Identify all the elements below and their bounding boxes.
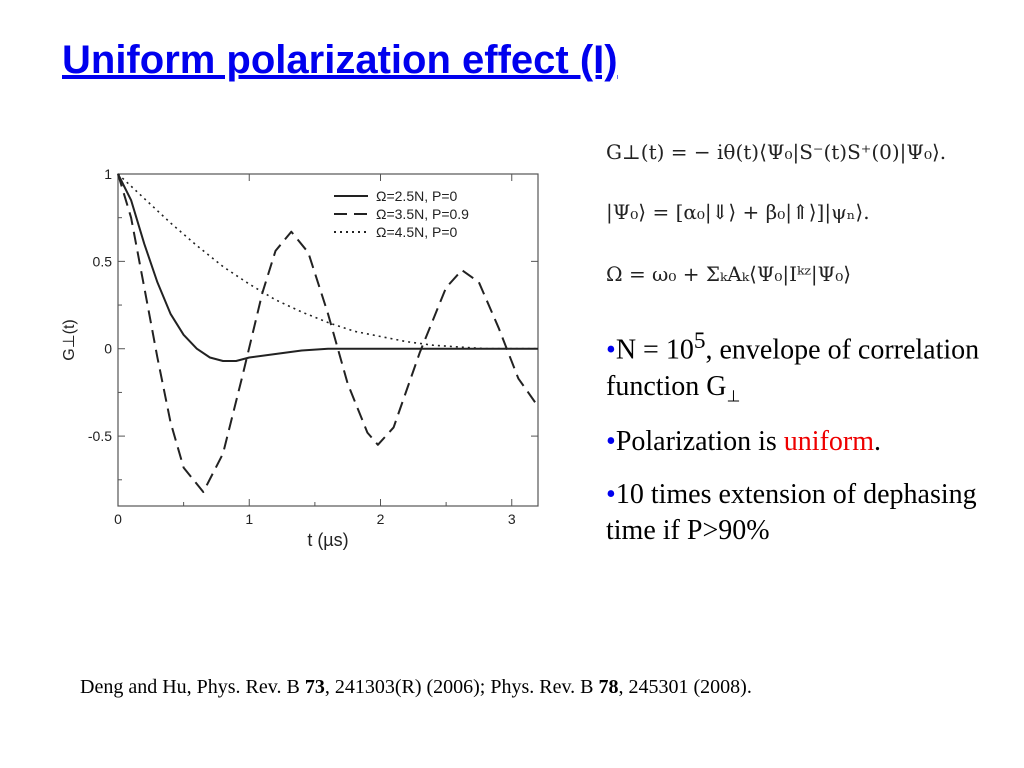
series-line (117, 173, 538, 362)
bullet-item: •Polarization is uniform. (606, 424, 1006, 460)
series-line (117, 173, 539, 493)
volume-number: 78 (598, 676, 619, 698)
x-tick-label: 2 (377, 511, 385, 527)
bullet-text: Polarization is (615, 426, 784, 458)
series-lines (117, 173, 539, 493)
bullet-dot: • (606, 426, 616, 458)
legend-label: Ω=2.5N, P=0 (376, 188, 458, 204)
legend-label: Ω=4.5N, P=0 (376, 224, 458, 240)
subscript: ⊥ (726, 388, 741, 406)
series-line (117, 173, 538, 350)
bullet-text: , envelope of correlation function G (606, 334, 980, 402)
superscript: 5 (693, 328, 706, 354)
y-axis-label: G⊥(t) (61, 319, 78, 360)
bullet-dot: • (606, 334, 616, 366)
equation-green-function: G⊥(t) = − iθ(t)⟨Ψ₀|S⁻(t)S⁺(0)|Ψ₀⟩. (606, 140, 947, 164)
x-tick-label: 0 (114, 511, 122, 527)
page-title: Uniform polarization effect (I) (62, 38, 618, 82)
bullet-item: •10 times extension of dephasing time if… (606, 477, 1006, 550)
y-tick-label: 0.5 (93, 253, 113, 269)
legend: Ω=2.5N, P=0 Ω=3.5N, P=0.9 Ω=4.5N, P=0 (334, 188, 469, 240)
equation-initial-state: |Ψ₀⟩ = [α₀|⇓⟩ + β₀|⇑⟩]|ψₙ⟩. (606, 200, 870, 224)
equation-omega: Ω = ω₀ + ΣₖAₖ⟨Ψ₀|Iᵏᶻ|Ψ₀⟩ (606, 262, 852, 286)
x-tick-label: 1 (245, 511, 253, 527)
g-perp-chart: 0 1 2 310.50-0.5 Ω=2.5N, P=0Ω=3.5N, P=0.9Ω=… (61, 166, 539, 550)
bullet-text: . (874, 426, 882, 458)
bullet-text: 10 times extension of dephasing time if … (606, 478, 977, 546)
bullet-text: N = 10 (615, 334, 694, 366)
legend-label: Ω=3.5N, P=0.9 (376, 206, 469, 222)
highlight-text: uniform (783, 426, 875, 458)
y-tick-label: 0 (104, 341, 112, 357)
bullet-dot: • (606, 478, 616, 510)
bullet-list: •N = 105, envelope of correlation functi… (606, 326, 1006, 565)
x-axis-label: t (µs) (307, 530, 348, 550)
reference-text: Deng and Hu, Phys. Rev. B (80, 676, 305, 698)
x-tick-label: 3 (508, 511, 516, 527)
axis-ticks: 0 1 2 3 1 0.5 0 -0.5 (88, 166, 538, 527)
reference-citation: Deng and Hu, Phys. Rev. B 73, 241303(R) … (80, 676, 752, 699)
y-tick-label: 1 (104, 166, 112, 182)
plot-area (117, 173, 539, 507)
plot-frame (117, 173, 539, 507)
y-tick-label: -0.5 (88, 428, 112, 444)
volume-number: 73 (304, 676, 325, 698)
reference-text: , 245301 (2008). (618, 676, 752, 698)
reference-text: , 241303(R) (2006); Phys. Rev. B (324, 676, 599, 698)
bullet-item: •N = 105, envelope of correlation functi… (606, 326, 1006, 408)
